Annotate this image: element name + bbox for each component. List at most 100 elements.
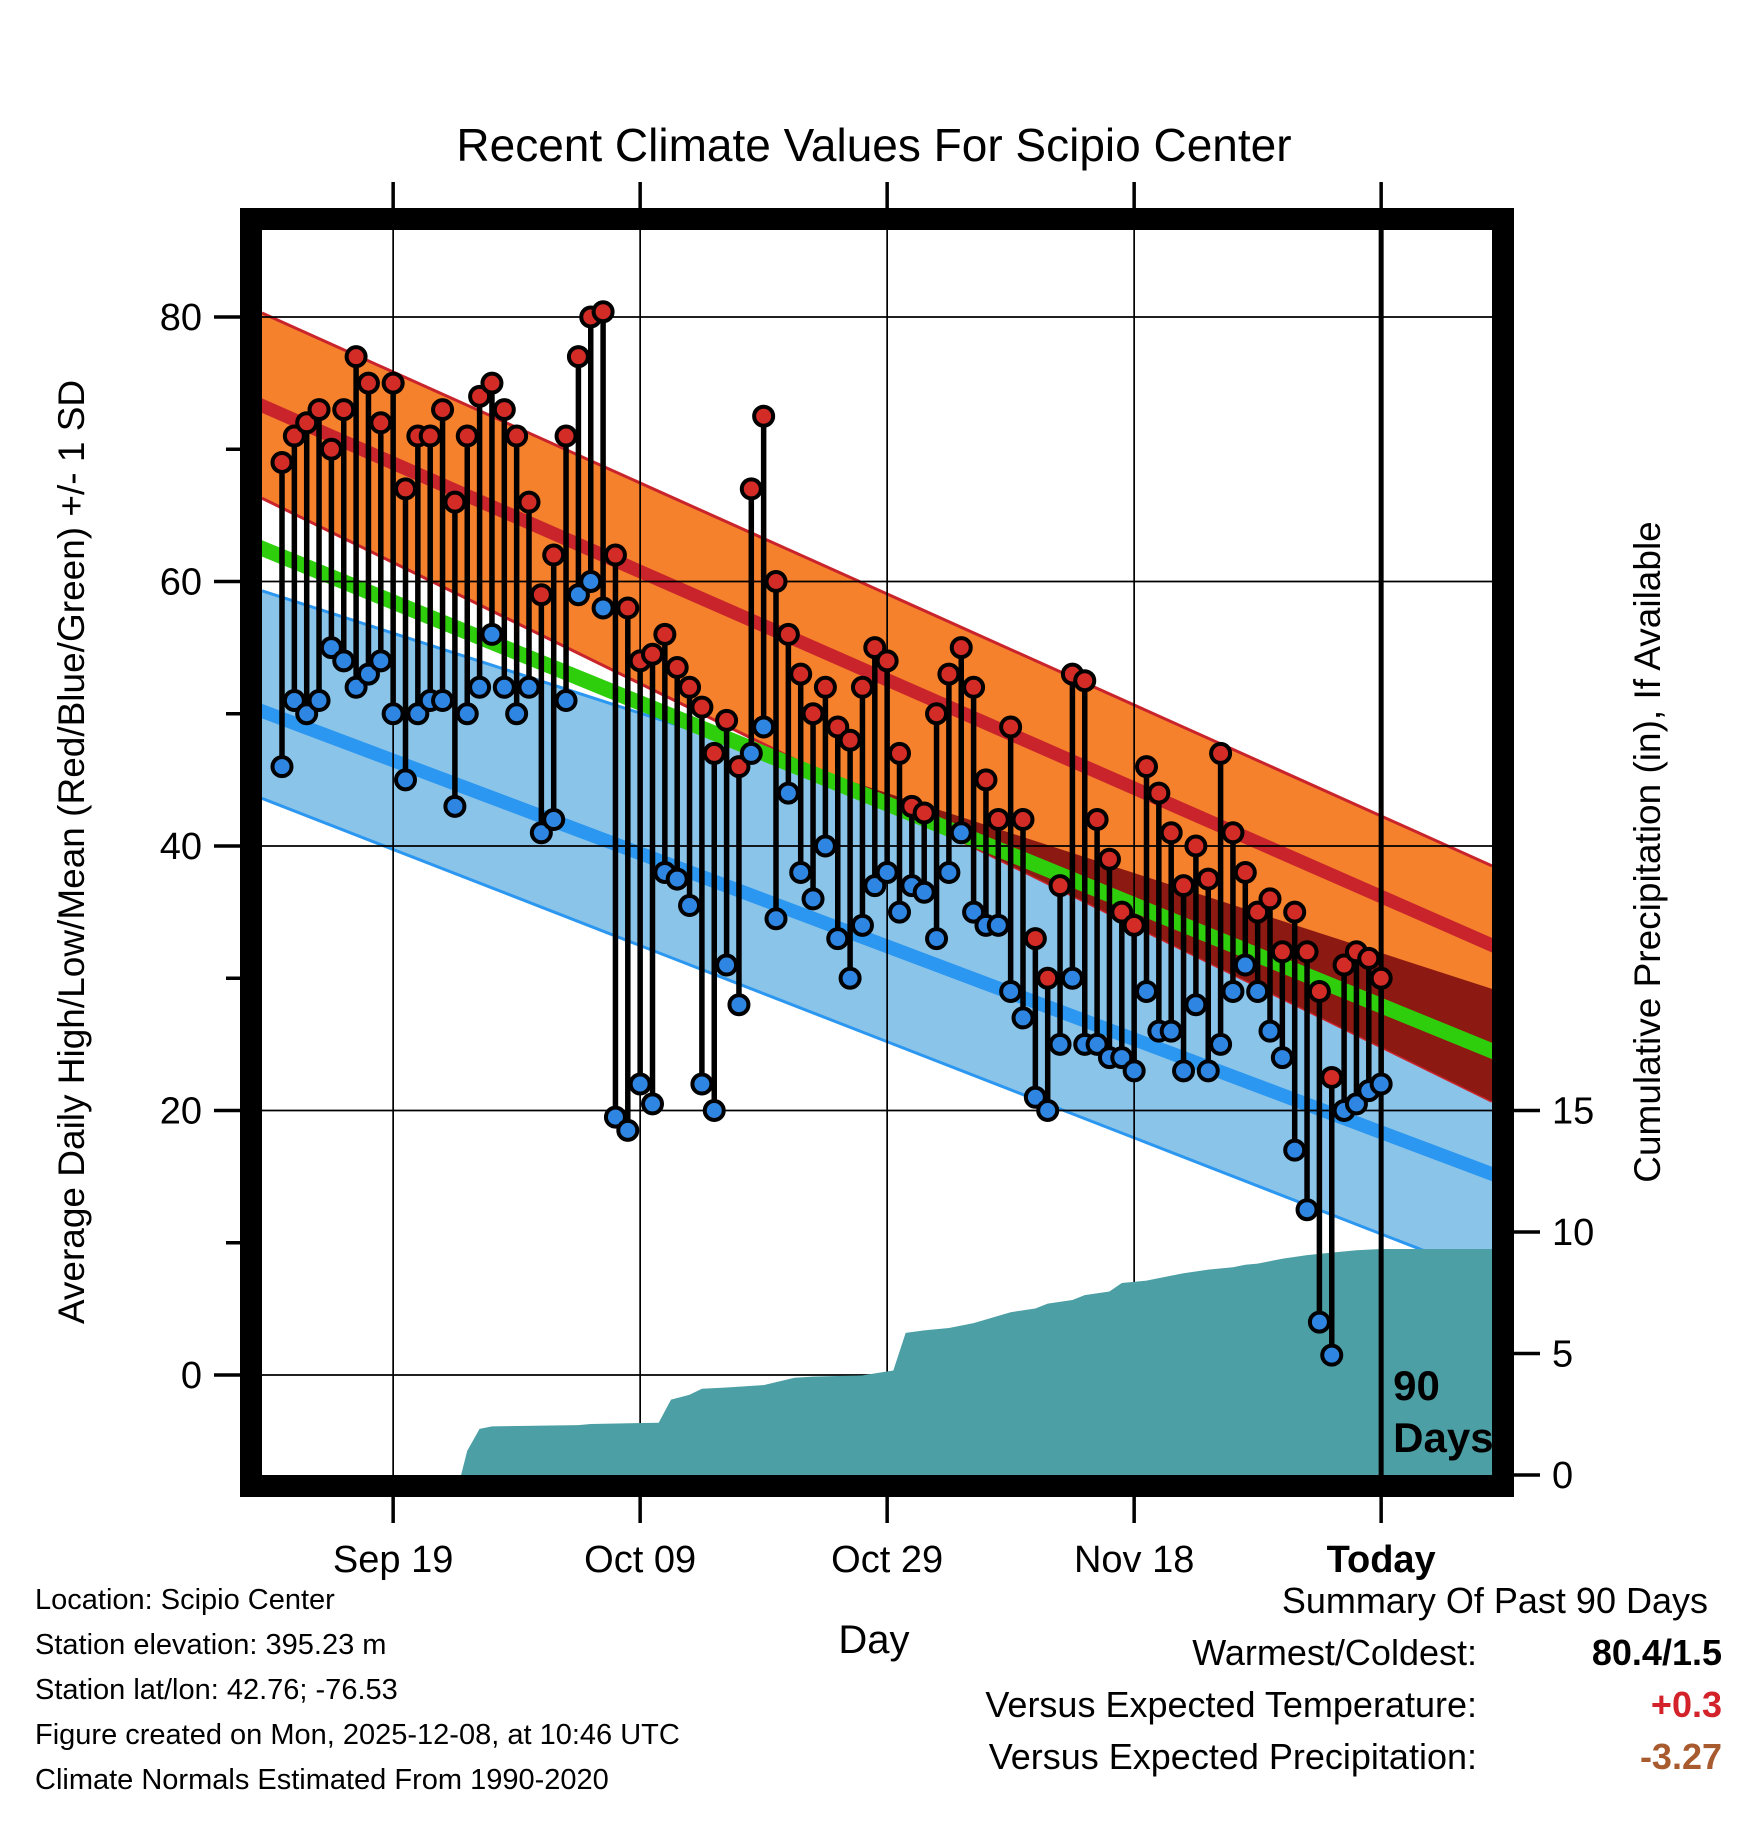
daily-low-dot	[591, 596, 615, 620]
daily-high-dot	[801, 702, 825, 726]
daily-high-dot	[974, 768, 998, 792]
daily-high-dot	[850, 675, 874, 699]
daily-low-dot	[641, 1092, 664, 1116]
y-left-tick-label: 80	[160, 297, 202, 339]
station-elevation: Station elevation: 395.23 m	[35, 1629, 387, 1661]
daily-high-dot	[566, 345, 590, 369]
daily-high-dot	[554, 424, 578, 448]
daily-low-dot	[332, 649, 356, 673]
daily-low-dot	[1036, 1099, 1060, 1122]
climate-normals: Climate Normals Estimated From 1990-2020	[35, 1764, 609, 1796]
station-info-block: Location: Scipio Center Station elevatio…	[35, 1578, 680, 1803]
summary-vs-expected-precipitation: Versus Expected Precipitation: -3.27	[985, 1731, 1722, 1783]
daily-low-dot	[764, 907, 788, 931]
daily-high-dot	[962, 675, 986, 699]
daily-high-dot	[888, 741, 911, 765]
daily-high-dot	[838, 728, 862, 752]
daily-low-dot	[394, 768, 417, 792]
daily-low-dot	[813, 834, 837, 858]
x-axis-label: Day	[838, 1618, 910, 1662]
daily-high-dot	[1159, 821, 1183, 845]
cumulative-precip-area	[461, 1249, 1492, 1475]
daily-low-dot	[875, 860, 899, 884]
daily-high-dot	[1184, 834, 1208, 858]
daily-high-dot	[356, 371, 380, 395]
daily-high-dot	[1085, 808, 1109, 832]
daily-high-dot	[1011, 808, 1035, 832]
daily-high-dot	[1023, 927, 1047, 951]
daily-low-dot	[1221, 979, 1245, 1003]
daily-low-dot	[727, 993, 751, 1017]
daily-high-dot	[344, 345, 368, 369]
vs-expected-temperature-value: +0.3	[1650, 1684, 1722, 1725]
daily-high-dot	[1233, 860, 1257, 884]
daily-low-dot	[1196, 1059, 1220, 1083]
daily-high-dot	[529, 583, 553, 607]
daily-low-dot	[986, 913, 1010, 937]
daily-low-dot	[752, 715, 776, 739]
daily-low-dot	[1295, 1198, 1319, 1222]
daily-high-dot	[431, 398, 455, 422]
daily-high-dot	[591, 300, 615, 324]
daily-high-dot	[1369, 966, 1393, 990]
daily-high-dot	[1147, 781, 1171, 805]
daily-high-dot	[999, 715, 1023, 739]
daily-low-dot	[616, 1118, 640, 1142]
daily-low-dot	[702, 1099, 726, 1122]
daily-low-dot	[1270, 1046, 1294, 1070]
daily-high-dot	[986, 808, 1010, 832]
daily-low-dot	[443, 794, 467, 818]
daily-high-dot	[1283, 900, 1307, 924]
daily-low-dot	[1307, 1310, 1331, 1334]
daily-high-dot	[1320, 1065, 1344, 1089]
summary-vs-expected-temperature: Versus Expected Temperature: +0.3	[985, 1679, 1722, 1731]
daily-low-dot	[1369, 1072, 1393, 1096]
daily-high-dot	[505, 424, 529, 448]
summary-block: Summary Of Past 90 Days Warmest/Coldest:…	[985, 1575, 1722, 1783]
daily-low-dot	[1184, 993, 1208, 1017]
daily-low-dot	[542, 808, 566, 832]
daily-high-dot	[813, 675, 837, 699]
y-left-tick-label: 60	[160, 562, 202, 604]
daily-high-dot	[1209, 741, 1233, 765]
daily-high-dot	[517, 490, 541, 514]
daily-low-dot	[468, 675, 492, 699]
daily-high-dot	[616, 596, 640, 620]
daily-high-dot	[1097, 847, 1121, 871]
daily-high-dot	[776, 622, 800, 646]
chart-title: Recent Climate Values For Scipio Center	[456, 119, 1292, 171]
daily-low-dot	[505, 702, 529, 726]
daily-high-dot	[1036, 966, 1060, 990]
daily-low-dot	[307, 689, 331, 713]
daily-low-dot	[431, 689, 455, 713]
daily-low-dot	[949, 821, 973, 845]
daily-high-dot	[1270, 940, 1294, 964]
daily-high-dot	[925, 702, 949, 726]
daily-low-dot	[665, 867, 689, 891]
daily-low-dot	[850, 913, 874, 937]
daily-high-dot	[937, 662, 961, 686]
daily-high-dot	[665, 655, 689, 679]
daily-low-dot	[270, 755, 294, 779]
warmest-coldest-value: 80.4/1.5	[1591, 1632, 1722, 1673]
x-tick-label: Sep 19	[333, 1539, 453, 1581]
daily-high-dot	[480, 371, 504, 395]
daily-high-dot	[739, 477, 763, 501]
daily-high-dot	[332, 398, 356, 422]
daily-low-dot	[381, 702, 405, 726]
daily-high-dot	[394, 477, 417, 501]
vs-expected-precipitation-value: -3.27	[1639, 1736, 1722, 1777]
daily-high-dot	[641, 642, 664, 666]
daily-high-dot	[764, 570, 788, 593]
daily-high-dot	[1196, 867, 1220, 891]
summary-warmest-coldest: Warmest/Coldest: 80.4/1.5	[985, 1627, 1722, 1679]
station-latlon: Station lat/lon: 42.76; -76.53	[35, 1674, 398, 1706]
daily-low-dot	[690, 1072, 714, 1096]
summary-title: Summary Of Past 90 Days	[1281, 1580, 1708, 1621]
y-right-tick-label: 15	[1552, 1091, 1594, 1133]
daily-low-dot	[628, 1072, 652, 1096]
daily-low-dot	[1159, 1019, 1183, 1043]
daily-high-dot	[752, 404, 776, 428]
daily-low-dot	[838, 966, 862, 990]
